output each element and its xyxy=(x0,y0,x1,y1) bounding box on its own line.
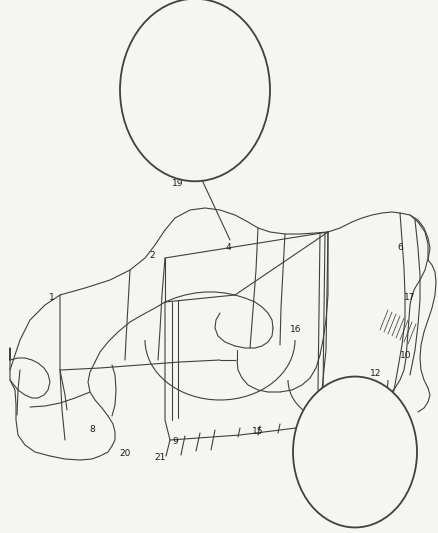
Text: 20: 20 xyxy=(119,448,131,457)
Text: 15: 15 xyxy=(252,427,264,437)
Circle shape xyxy=(120,0,270,181)
Text: 16: 16 xyxy=(290,326,302,335)
Text: 6: 6 xyxy=(397,244,403,253)
Text: 19: 19 xyxy=(172,179,184,188)
Text: 12: 12 xyxy=(370,369,381,378)
Text: 1: 1 xyxy=(49,294,55,303)
Text: 17: 17 xyxy=(404,294,416,303)
Text: 4: 4 xyxy=(225,244,231,253)
Text: 10: 10 xyxy=(400,351,412,360)
Text: 8: 8 xyxy=(89,425,95,434)
Text: 18: 18 xyxy=(369,416,381,424)
Text: 21: 21 xyxy=(154,454,166,463)
Circle shape xyxy=(293,376,417,528)
Text: 9: 9 xyxy=(172,438,178,447)
Text: 2: 2 xyxy=(149,251,155,260)
